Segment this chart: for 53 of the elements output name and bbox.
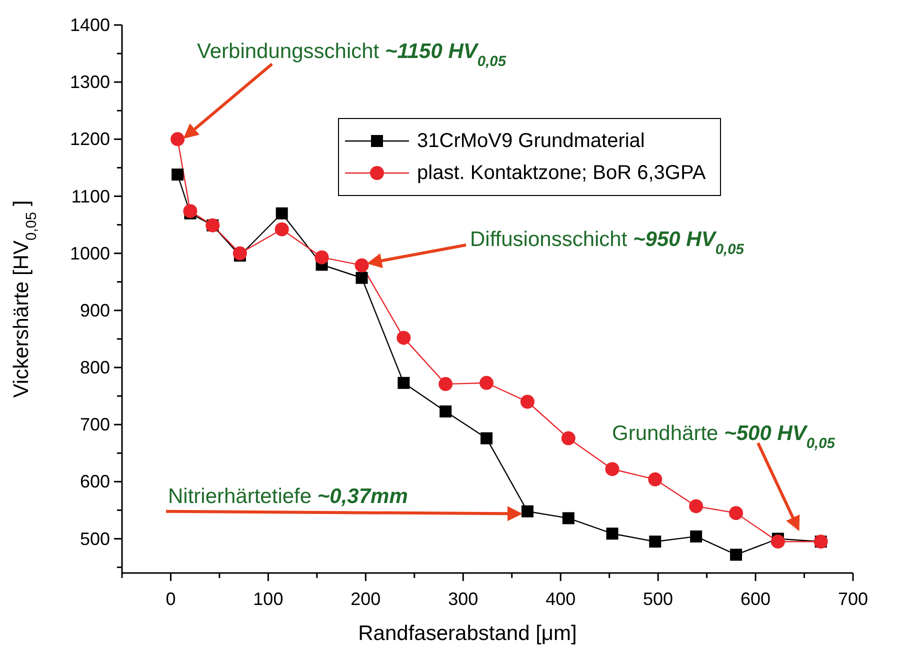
- annotation: Diffusionsschicht ~950 HV$_{0,05}$: [470, 228, 745, 258]
- legend-label: 31CrMoV9 Grundmaterial: [417, 130, 645, 152]
- x-tick-label: 0: [166, 589, 176, 609]
- point: [561, 431, 576, 446]
- point: [649, 536, 662, 548]
- x-tick-label: 500: [643, 589, 674, 609]
- point: [690, 530, 702, 542]
- point: [398, 376, 410, 389]
- x-tick-label: 600: [740, 589, 771, 609]
- point: [438, 377, 453, 392]
- y-tick-label: 900: [80, 300, 110, 320]
- point: [274, 222, 289, 236]
- y-tick-label: 800: [80, 358, 110, 378]
- y-tick-label: 1100: [71, 186, 110, 206]
- point: [354, 258, 369, 272]
- point: [232, 246, 247, 260]
- point: [314, 250, 329, 264]
- point: [170, 132, 185, 146]
- point: [480, 432, 493, 444]
- x-tick-label: 300: [448, 589, 478, 609]
- point: [276, 207, 288, 220]
- point: [729, 506, 744, 520]
- point: [770, 534, 785, 549]
- point: [396, 330, 411, 345]
- annotation: Grundhärte ~500 HV$_{0,05}$: [612, 422, 836, 452]
- point: [480, 376, 494, 390]
- point: [730, 548, 742, 561]
- annotation: Verbindungsschicht ~1150 HV$_{0,05}$: [197, 40, 507, 70]
- point: [520, 394, 534, 409]
- x-tick-label: 400: [546, 589, 576, 609]
- y-tick-label: 1000: [70, 243, 110, 264]
- point: [356, 272, 368, 284]
- x-tick-label: 100: [253, 589, 284, 609]
- x-axis-title: Randfaserabstand [μm]: [358, 622, 577, 645]
- y-tick-label: 1300: [70, 72, 110, 92]
- y-tick-label: 1200: [70, 129, 110, 150]
- x-tick-label: 700: [838, 589, 868, 609]
- y-tick-label: 500: [80, 528, 110, 549]
- y-tick-label: 700: [80, 414, 110, 435]
- y-tick-label: 1400: [70, 15, 110, 35]
- y-tick-label: 600: [80, 472, 110, 492]
- point: [689, 499, 704, 514]
- point: [605, 462, 620, 476]
- point: [172, 168, 184, 181]
- legend-label: plast. Kontaktzone; BoR 6,3GPA: [417, 162, 706, 184]
- point: [521, 505, 534, 518]
- x-tick-label: 200: [350, 589, 381, 609]
- point: [606, 528, 618, 540]
- annotation: Nitrierhärtetiefe ~0,37mm: [168, 485, 408, 508]
- point: [183, 204, 198, 218]
- point: [562, 512, 574, 524]
- point: [648, 472, 662, 486]
- point: [440, 405, 452, 418]
